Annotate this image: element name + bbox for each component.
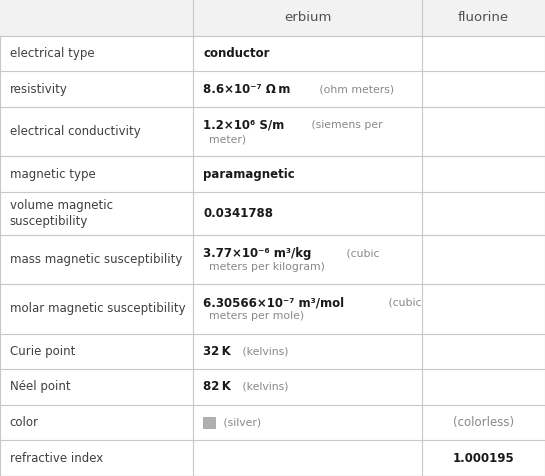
Text: erbium: erbium [284,11,331,24]
Text: Néel point: Néel point [10,380,70,394]
Text: electrical type: electrical type [10,47,94,60]
Text: (siemens per: (siemens per [308,120,383,130]
Text: susceptibility: susceptibility [10,215,88,228]
Text: (kelvins): (kelvins) [239,382,289,392]
Text: 32 K: 32 K [203,345,231,358]
Text: (cubic: (cubic [343,248,380,258]
Text: magnetic type: magnetic type [10,168,95,180]
Bar [203,417,215,428]
Text: (silver): (silver) [220,417,261,427]
Text: 1.000195: 1.000195 [453,452,514,465]
Text: (kelvins): (kelvins) [239,347,289,357]
Text: (ohm meters): (ohm meters) [316,84,394,94]
Text: Curie point: Curie point [10,345,75,358]
Text: (colorless): (colorless) [453,416,514,429]
Text: (cubic: (cubic [385,298,422,307]
Text: color: color [10,416,39,429]
Text: 0.0341788: 0.0341788 [203,207,273,220]
Text: conductor: conductor [203,47,270,60]
Text: electrical conductivity: electrical conductivity [10,125,141,138]
Text: resistivity: resistivity [10,83,68,96]
Text: volume magnetic: volume magnetic [10,199,113,212]
Text: 3.77×10⁻⁶ m³/kg: 3.77×10⁻⁶ m³/kg [203,247,312,260]
Text: refractive index: refractive index [10,452,103,465]
Text: mass magnetic susceptibility: mass magnetic susceptibility [10,253,182,266]
Text: 82 K: 82 K [203,380,231,394]
Text: meters per mole): meters per mole) [209,311,304,321]
Text: molar magnetic susceptibility: molar magnetic susceptibility [10,302,185,315]
Text: 8.6×10⁻⁷ Ω m: 8.6×10⁻⁷ Ω m [203,83,290,96]
Text: 6.30566×10⁻⁷ m³/mol: 6.30566×10⁻⁷ m³/mol [203,296,344,309]
Text: meter): meter) [209,134,246,144]
Text: fluorine: fluorine [458,11,509,24]
Text: paramagnetic: paramagnetic [203,168,295,180]
Bar [0,0,545,36]
Text: 1.2×10⁶ S/m: 1.2×10⁶ S/m [203,119,284,132]
Text: meters per kilogram): meters per kilogram) [209,262,325,272]
